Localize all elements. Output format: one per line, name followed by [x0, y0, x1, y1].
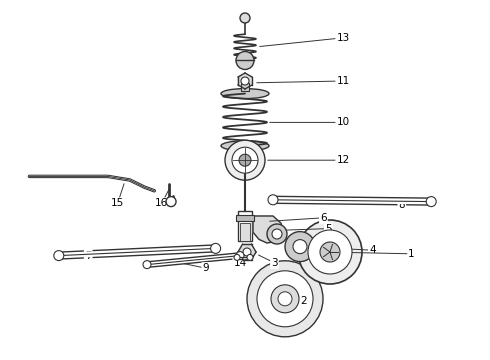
Circle shape [257, 271, 313, 327]
Circle shape [308, 230, 352, 274]
Text: 12: 12 [336, 155, 350, 165]
Circle shape [426, 197, 436, 207]
Ellipse shape [221, 89, 269, 99]
Text: 11: 11 [336, 76, 350, 86]
Text: 1: 1 [408, 249, 415, 259]
Bar [236, 215, 254, 221]
Bar [238, 211, 252, 241]
Circle shape [268, 195, 278, 205]
Circle shape [293, 240, 307, 253]
Circle shape [236, 252, 244, 260]
Circle shape [272, 229, 282, 239]
Text: 3: 3 [271, 258, 278, 268]
Circle shape [232, 147, 258, 173]
Circle shape [236, 51, 254, 69]
Circle shape [247, 261, 323, 337]
Text: 6: 6 [320, 213, 327, 223]
Circle shape [247, 255, 253, 260]
Circle shape [211, 243, 220, 253]
Circle shape [54, 251, 64, 261]
Polygon shape [238, 73, 252, 89]
Ellipse shape [221, 141, 269, 151]
Circle shape [267, 224, 287, 244]
Circle shape [240, 13, 250, 23]
Text: 15: 15 [111, 198, 124, 208]
Bar [241, 83, 249, 91]
Bar [240, 223, 250, 241]
Circle shape [234, 255, 240, 260]
Text: 14: 14 [233, 258, 247, 268]
Circle shape [243, 248, 251, 256]
Text: 5: 5 [325, 224, 332, 234]
Text: 10: 10 [337, 117, 349, 127]
Circle shape [298, 220, 362, 284]
Text: 16: 16 [155, 198, 169, 208]
Circle shape [225, 140, 265, 180]
Circle shape [241, 77, 249, 85]
Text: 13: 13 [336, 33, 350, 43]
Circle shape [239, 154, 251, 166]
Circle shape [278, 292, 292, 306]
Text: 8: 8 [398, 200, 405, 210]
Text: 9: 9 [202, 263, 209, 273]
Circle shape [143, 261, 151, 269]
Polygon shape [253, 216, 283, 243]
Text: 2: 2 [300, 296, 307, 306]
Polygon shape [238, 244, 256, 260]
Text: 7: 7 [85, 251, 92, 261]
Circle shape [166, 197, 176, 207]
Circle shape [285, 231, 315, 262]
Circle shape [271, 285, 299, 313]
Text: 4: 4 [369, 245, 376, 255]
Circle shape [320, 242, 340, 262]
